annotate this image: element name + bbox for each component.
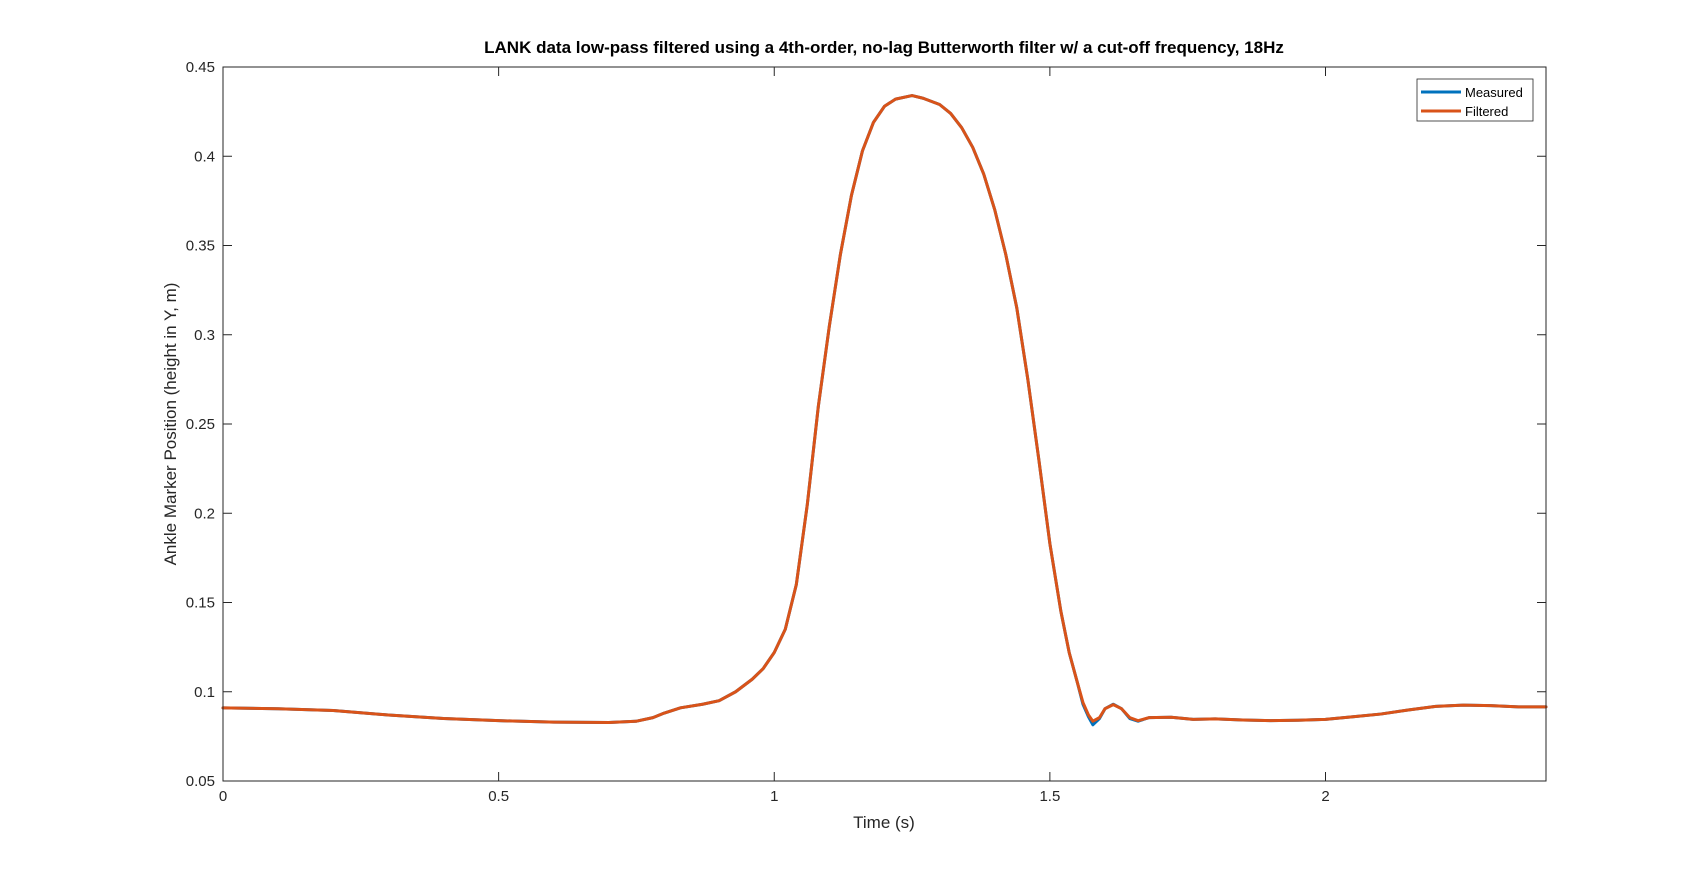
y-tick-label: 0.1 xyxy=(194,684,215,701)
legend-label-filtered: Filtered xyxy=(1465,104,1508,119)
chart-title: LANK data low-pass filtered using a 4th-… xyxy=(484,38,1284,57)
y-tick-label: 0.05 xyxy=(186,773,215,790)
y-tick-label: 0.45 xyxy=(186,59,215,76)
plot-area xyxy=(223,67,1546,781)
x-tick-label: 0 xyxy=(219,788,227,805)
x-axis-label: Time (s) xyxy=(853,813,915,832)
legend-box xyxy=(1416,78,1534,122)
legend: Measured Filtered xyxy=(1416,78,1534,122)
y-tick-label: 0.2 xyxy=(194,505,215,522)
y-tick-label: 0.3 xyxy=(194,327,215,344)
y-tick-label: 0.15 xyxy=(186,595,215,612)
x-tick-label: 1.5 xyxy=(1039,788,1060,805)
y-tick-label: 0.4 xyxy=(194,148,215,165)
x-axis: 0 0.5 1 1.5 2 xyxy=(219,67,1330,805)
legend-label-measured: Measured xyxy=(1465,85,1523,100)
x-tick-label: 0.5 xyxy=(488,788,509,805)
y-axis: 0.05 0.1 0.15 0.2 0.25 0.3 0.35 0.4 0.45 xyxy=(186,59,1546,790)
series-layer xyxy=(221,94,1548,727)
series-line-filtered xyxy=(221,94,1548,724)
y-axis-label: Ankle Marker Position (height in Y, m) xyxy=(161,283,180,566)
x-tick-label: 2 xyxy=(1321,788,1329,805)
x-tick-label: 1 xyxy=(770,788,778,805)
y-tick-label: 0.25 xyxy=(186,416,215,433)
y-tick-label: 0.35 xyxy=(186,238,215,255)
